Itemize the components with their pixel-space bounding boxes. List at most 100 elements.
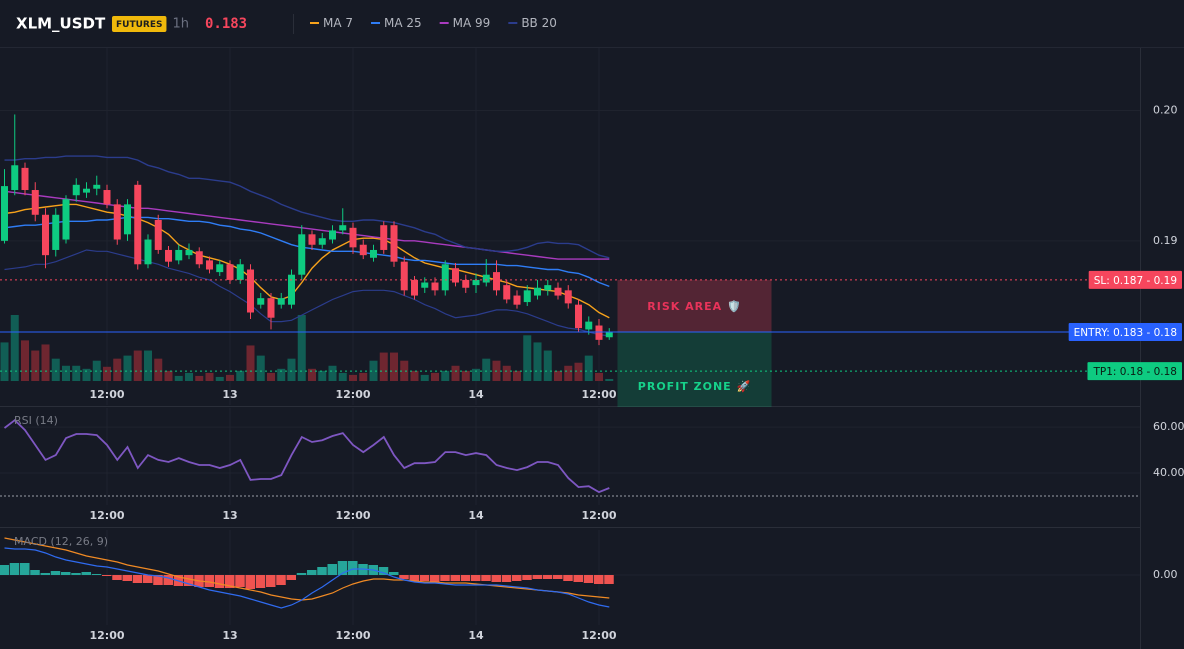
x-tick-label: 12:00 <box>89 388 124 401</box>
candle-body <box>503 285 511 300</box>
rsi-line <box>3 419 610 494</box>
candle-body <box>349 227 357 248</box>
volume-bar <box>564 365 573 381</box>
y-tick-label: 0.00 <box>1153 568 1178 581</box>
candle-body <box>62 199 70 240</box>
macd-histogram-bar <box>450 575 460 581</box>
volume-bar <box>133 350 142 381</box>
candle-body <box>513 295 521 305</box>
macd-histogram-bar <box>122 575 132 581</box>
volume-bar <box>267 372 275 381</box>
volume-bar <box>123 355 132 381</box>
macd-histogram-bar <box>40 573 50 575</box>
volume-bar <box>31 350 40 381</box>
candle-body <box>318 238 326 245</box>
volume-bar <box>369 360 378 381</box>
macd-histogram-bar <box>225 575 235 588</box>
candle-body <box>206 260 213 270</box>
candle-body <box>185 249 193 256</box>
volume-bar <box>338 372 347 381</box>
macd-histogram-bar <box>542 575 553 579</box>
candle-body <box>11 165 19 191</box>
volume-bar <box>420 374 429 381</box>
volume-bar <box>41 344 50 381</box>
macd-histogram-bar <box>553 575 563 579</box>
macd-histogram-bar <box>163 575 173 585</box>
volume-bar <box>441 370 450 381</box>
legend: MA 7 MA 25 MA 99 BB 20 <box>310 16 557 30</box>
candle-body <box>411 279 418 296</box>
indicator-line <box>4 203 610 319</box>
macd-histogram-bar <box>348 561 358 575</box>
volume-bar <box>195 375 204 381</box>
macd-histogram-bar <box>266 575 276 587</box>
volume-bar <box>605 378 614 381</box>
symbol: XLM_USDT <box>16 15 106 33</box>
macd-histogram-bar <box>389 572 399 575</box>
volume-bar <box>256 355 265 381</box>
legend-label: MA 25 <box>384 16 422 30</box>
macd-histogram-bar <box>337 561 348 575</box>
macd-histogram-bar <box>214 575 225 588</box>
pane-title: MACD (12, 26, 9) <box>14 535 108 548</box>
x-tick-label: 13 <box>222 629 237 642</box>
x-tick-label: 13 <box>222 509 237 522</box>
candle-body <box>72 184 80 196</box>
x-tick-label: 12:00 <box>335 629 370 642</box>
volume-bar <box>431 372 439 381</box>
level-label: SL: 0.187 - 0.19 <box>1094 275 1177 287</box>
macd-histogram-bar <box>143 575 153 583</box>
candle-body <box>493 272 500 291</box>
interval: 1h <box>172 17 189 32</box>
candle-body <box>564 290 572 304</box>
candle-body <box>144 239 152 265</box>
macd-histogram-bar <box>61 572 71 575</box>
x-tick-label: 12:00 <box>89 509 124 522</box>
macd-histogram-bar <box>30 570 40 575</box>
volume-bar <box>72 365 81 381</box>
candle-body <box>216 264 224 273</box>
macd-histogram-bar <box>20 563 30 575</box>
volume-bar <box>103 366 111 381</box>
last-price: 0.183 <box>205 16 247 32</box>
candle-body <box>431 282 439 291</box>
legend-label: BB 20 <box>521 16 557 30</box>
signal-line <box>4 537 610 601</box>
macd-histogram-bar <box>460 575 471 581</box>
volume-bar <box>482 358 491 381</box>
candle-body <box>21 167 29 191</box>
macd-histogram-bar <box>327 564 337 575</box>
macd-histogram-bar <box>419 575 430 581</box>
x-tick-label: 12:00 <box>581 388 616 401</box>
candle-body <box>103 190 111 205</box>
macd-histogram-bar <box>112 575 122 580</box>
candle-body <box>226 264 234 280</box>
candle-body <box>544 285 552 291</box>
x-tick-label: 14 <box>468 388 484 401</box>
macd-histogram-bar <box>512 575 522 581</box>
candle-body <box>267 298 275 318</box>
candle-body <box>288 274 295 305</box>
candle-body <box>134 184 142 265</box>
candle-body <box>534 287 541 296</box>
volume-bar <box>205 372 214 381</box>
candle-body <box>165 249 172 262</box>
volume-bar <box>51 358 60 381</box>
macd-histogram-bar <box>594 575 604 584</box>
macd-histogram-bar <box>440 575 450 581</box>
candle-body <box>452 268 459 283</box>
volume-bar <box>451 365 460 381</box>
volume-bar <box>82 368 91 381</box>
candle-body <box>421 282 429 288</box>
candle-body <box>400 261 408 291</box>
candle-body <box>93 184 101 189</box>
volume-bar <box>318 370 327 381</box>
candle-body <box>277 298 285 305</box>
pane-title: RSI (14) <box>14 414 58 427</box>
level-label: TP1: 0.18 - 0.18 <box>1092 366 1177 378</box>
candle-body <box>175 249 183 261</box>
macd-histogram-bar <box>296 573 307 575</box>
candle-body <box>42 214 49 256</box>
volume-bar <box>62 365 70 381</box>
